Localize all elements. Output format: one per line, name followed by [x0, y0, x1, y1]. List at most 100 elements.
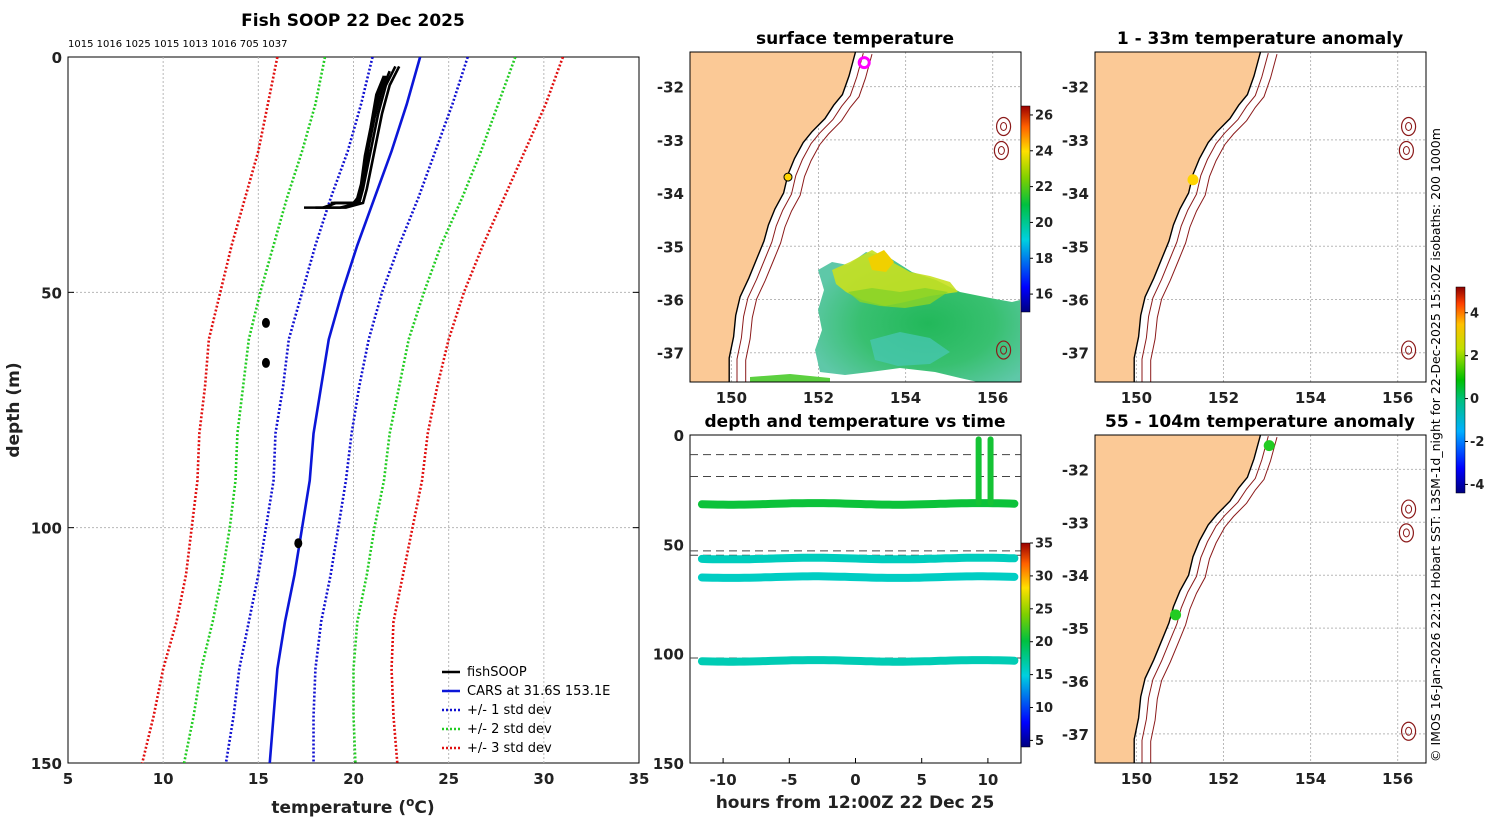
sst-front — [848, 288, 948, 308]
profile-xtick-label: 15 — [248, 770, 269, 788]
anomaly2-markers — [1170, 440, 1275, 621]
anomaly-colorbar — [1455, 286, 1466, 494]
sst-land — [690, 52, 856, 382]
anomaly1-seamounts — [1398, 116, 1417, 360]
figure-title: Fish SOOP 22 Dec 2025 — [241, 11, 465, 31]
anomaly1-isobath-200 — [1141, 52, 1269, 382]
anomaly2-land — [1095, 435, 1261, 763]
map-lon-label: 150 — [1121, 389, 1152, 407]
profile-fishsoop-cluster — [261, 357, 270, 368]
map-lon-label: 154 — [1295, 770, 1326, 788]
seamount-contour — [995, 116, 1012, 137]
seamount-contour-inner — [1402, 528, 1410, 538]
profile-fishsoop-cluster — [261, 317, 270, 328]
time-panel: depth and temperature vs time -10 -5 0 5 100… — [653, 412, 1053, 813]
seamount-contour-inner — [1000, 345, 1008, 355]
colorbar-tick-label: 18 — [1035, 252, 1053, 267]
map-lat-label: -37 — [657, 345, 684, 363]
profile-cars-line — [268, 57, 422, 763]
time-xtick-label: -5 — [781, 771, 798, 789]
anomaly2-isobath-200 — [1141, 435, 1269, 763]
sst-seamounts — [993, 116, 1012, 360]
map-lon-label: 150 — [716, 389, 747, 407]
colorbar-tick-label: 25 — [1035, 602, 1053, 617]
map-lat-label: -37 — [1062, 726, 1089, 744]
profile-fishsoop-cluster — [294, 538, 303, 549]
anomaly2-seamounts — [1398, 499, 1417, 741]
colorbar-tick-label: 15 — [1035, 668, 1053, 683]
colorbar-tick-label: 0 — [1470, 392, 1479, 407]
colorbar-tick-label: 2 — [1470, 349, 1479, 364]
map-lon-label: 152 — [803, 389, 834, 407]
map-lat-label: -32 — [657, 79, 684, 97]
profile-std1-upper — [312, 57, 469, 763]
seamount-contour-inner — [1405, 504, 1413, 514]
map-marker-dot — [1170, 609, 1182, 621]
profile-ytick-label: 100 — [31, 520, 62, 538]
anomaly2-panel: 55 - 104m temperature anomaly 150 152 154 1… — [1062, 286, 1484, 788]
sst-ticks: 150 152 154 156 -32 -33 -34 -35 -36 -37 — [657, 79, 1008, 407]
colorbar-tick-label: 26 — [1035, 108, 1053, 123]
seamount-contour — [1398, 140, 1415, 161]
map-lon-label: 150 — [1121, 770, 1152, 788]
time-ytick-label: 100 — [653, 646, 684, 664]
seamount-contour — [1400, 116, 1417, 137]
map-lat-label: -36 — [1062, 292, 1089, 310]
map-marker-dot — [1263, 440, 1275, 452]
seamount-contour-inner — [1000, 122, 1008, 132]
time-xtick-label: -10 — [710, 771, 737, 789]
sst-hot-spot — [868, 250, 894, 272]
map-lat-label: -33 — [657, 132, 684, 150]
time-xlabel: hours from 12:00Z 22 Dec 25 — [716, 793, 995, 813]
anomaly1-markers — [1187, 174, 1199, 186]
colorbar-tick-label: 16 — [1035, 288, 1053, 303]
anomaly1-ticks: 150 152 154 156 -32 -33 -34 -35 -36 -37 — [1062, 79, 1413, 407]
colorbar-tick-label: 24 — [1035, 144, 1053, 159]
map-lat-label: -35 — [1062, 620, 1089, 638]
anomaly1-coastline — [1133, 52, 1262, 382]
map-lat-label: -34 — [657, 185, 684, 203]
seamount-contour — [1400, 340, 1417, 360]
profile-xtick-label: 25 — [438, 770, 459, 788]
profile-panel: Fish SOOP 22 Dec 2025 1015 1016 1025 101… — [4, 11, 649, 818]
time-axes — [689, 434, 1022, 764]
colorbar-tick-label: 20 — [1035, 216, 1053, 231]
map-lon-label: 152 — [1208, 770, 1239, 788]
map-lon-label: 156 — [977, 389, 1008, 407]
sst-isobath-200 — [736, 52, 864, 382]
profile-std2-upper — [352, 57, 517, 763]
seamount-contour — [1400, 499, 1417, 519]
sst-markers — [783, 56, 871, 182]
colorbar-tick-label: -4 — [1470, 478, 1484, 493]
time-xtick-label: 10 — [977, 771, 998, 789]
profile-ticks: 5 10 15 20 25 30 35 0 50 100 150 — [31, 49, 650, 788]
sst-colorbar — [1020, 105, 1031, 313]
anomaly1-panel: 1 - 33m temperature anomaly 150 152 154 156… — [1062, 29, 1427, 407]
map-lat-label: -32 — [1062, 461, 1089, 479]
legend-label: CARS at 31.6S 153.1E — [467, 684, 610, 699]
seamount-contour-inner — [1405, 345, 1413, 355]
time-colorbar — [1020, 542, 1031, 748]
anomaly1-land — [1095, 52, 1261, 382]
anomaly2-isobath-1000 — [1150, 436, 1278, 763]
legend-label: +/- 3 std dev — [467, 741, 552, 756]
anomaly1-isobath-1000 — [1150, 53, 1278, 382]
map-marker-dot — [783, 172, 793, 182]
profile-xtick-label: 20 — [343, 770, 364, 788]
seamount-contour-inner — [1405, 122, 1413, 132]
profile-lines — [140, 57, 565, 763]
time-track — [697, 572, 1019, 582]
seamount-contour-inner — [1405, 726, 1413, 736]
profile-std3-upper — [390, 57, 565, 763]
seamount-contour — [995, 340, 1012, 360]
colorbar-tick-label: 5 — [1035, 734, 1044, 749]
time-track — [697, 553, 1019, 564]
profile-xtick-label: 5 — [63, 770, 73, 788]
anomaly-colorbar-ticks: -4 -2 0 2 4 — [1465, 306, 1484, 493]
sst-cool-patch — [870, 332, 950, 366]
map-marker-ring — [857, 56, 871, 70]
seamount-contour — [1398, 523, 1415, 543]
time-ytick-label: 0 — [674, 427, 684, 445]
